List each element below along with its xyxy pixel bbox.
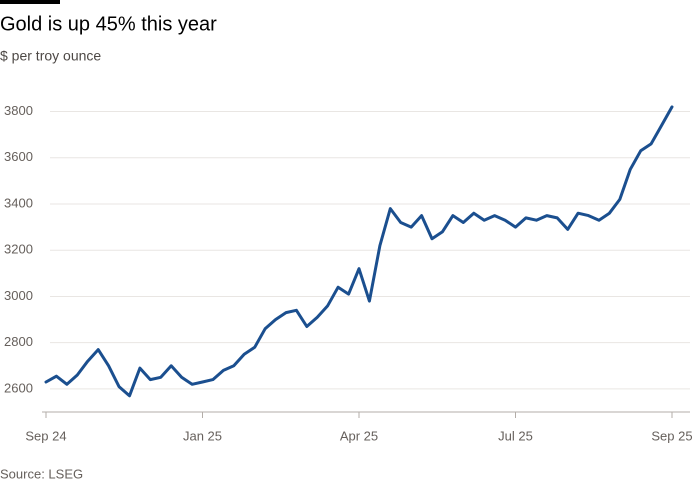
x-tick-label: Sep 25 <box>651 428 692 443</box>
y-tick-label: 2600 <box>4 380 33 395</box>
chart-title: Gold is up 45% this year <box>0 13 217 35</box>
x-tick-label: Sep 24 <box>25 428 66 443</box>
series-line <box>44 105 674 398</box>
x-tick-label: Jul 25 <box>498 428 533 443</box>
y-tick-label: 2800 <box>4 334 33 349</box>
source: Source: LSEG <box>0 466 83 481</box>
chart-subtitle: $ per troy ounce <box>0 48 101 64</box>
y-tick-label: 3400 <box>4 195 33 210</box>
y-tick-label: 3200 <box>4 242 33 257</box>
brand-bar <box>0 0 60 4</box>
y-tick-label: 3000 <box>4 288 33 303</box>
x-tick-label: Jan 25 <box>183 428 222 443</box>
x-tick-label: Apr 25 <box>340 428 378 443</box>
y-tick-label: 3600 <box>4 149 33 164</box>
y-tick-label: 3800 <box>4 103 33 118</box>
